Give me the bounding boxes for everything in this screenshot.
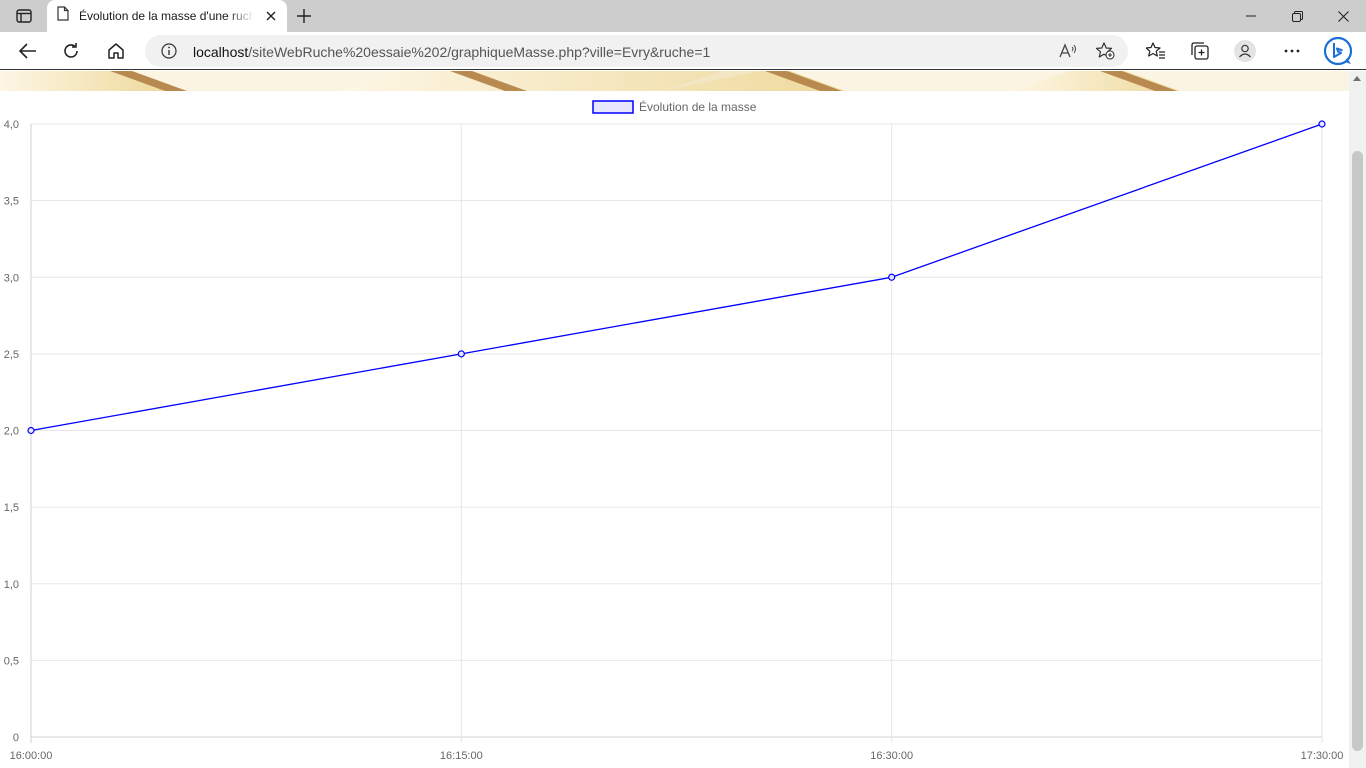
mass-line-chart: Évolution de la masse 0 0,5 1,0 1,5 2,0 2,5 3,… [4,99,1344,762]
legend-label: Évolution de la masse [639,99,757,114]
x-tick-label: 16:00:00 [10,750,53,762]
window-close-icon[interactable] [1320,0,1366,32]
browser-toolbar: localhost/siteWebRuche%20essaie%202/grap… [0,32,1366,70]
read-aloud-icon[interactable] [1059,43,1077,64]
scroll-up-arrow[interactable] [1353,76,1361,81]
chart-grid [30,123,1323,743]
series-line [30,123,1323,432]
address-bar[interactable]: localhost/siteWebRuche%20essaie%202/grap… [145,35,1128,67]
close-icon[interactable] [263,8,279,24]
restore-icon[interactable] [1274,0,1320,32]
minimize-icon[interactable] [1228,0,1274,32]
x-tick-label: 16:30:00 [870,750,913,762]
y-tick-label: 1,5 [4,502,19,514]
add-favorite-icon[interactable] [1095,42,1115,65]
y-tick-label: 3,5 [4,196,19,208]
home-icon[interactable] [101,37,131,65]
y-tick-label: 0 [13,732,19,744]
data-point[interactable] [888,273,896,281]
banner-image [0,71,1349,91]
data-point[interactable] [27,426,35,435]
collections-icon[interactable] [1185,37,1215,65]
legend-swatch [592,100,634,114]
x-tick-label: 17:30:00 [1301,750,1344,762]
y-axis-ticks: 0 0,5 1,0 1,5 2,0 2,5 3,0 3,5 4,0 [4,119,19,744]
refresh-icon[interactable] [56,37,86,65]
chart-series [27,120,1326,435]
plus-icon[interactable] [293,6,315,26]
scroll-thumb[interactable] [1352,151,1363,751]
active-tab[interactable]: Évolution de la masse d'une ruche [47,0,287,32]
y-tick-label: 4,0 [4,119,19,131]
page-icon [57,6,69,26]
back-icon[interactable] [13,37,43,65]
chart-legend[interactable]: Évolution de la masse [592,99,757,114]
y-tick-label: 3,0 [4,272,19,284]
y-tick-label: 2,5 [4,349,19,361]
tab-bar: Évolution de la masse d'une ruche [0,0,1366,32]
vertical-scrollbar[interactable] [1349,71,1366,768]
tab-actions-icon[interactable] [10,6,38,26]
x-tick-label: 16:15:00 [440,750,483,762]
x-axis-ticks: 16:00:00 16:15:00 16:30:00 17:30:00 [10,750,1344,762]
data-point[interactable] [1318,120,1326,128]
data-point[interactable] [457,350,465,358]
profile-icon[interactable] [1230,37,1260,65]
url-text[interactable]: localhost/siteWebRuche%20essaie%202/grap… [193,44,711,60]
more-icon[interactable] [1277,37,1307,65]
y-tick-label: 1,0 [4,579,19,591]
y-tick-label: 2,0 [4,426,19,438]
info-icon[interactable] [161,43,177,59]
y-tick-label: 0,5 [4,655,19,667]
bing-icon[interactable] [1322,35,1354,67]
favorites-icon[interactable] [1141,37,1171,65]
tab-title: Évolution de la masse d'une ruche [79,9,254,23]
page-content: Évolution de la masse 0 0,5 1,0 1,5 2,0 2,5 3,… [0,71,1349,768]
